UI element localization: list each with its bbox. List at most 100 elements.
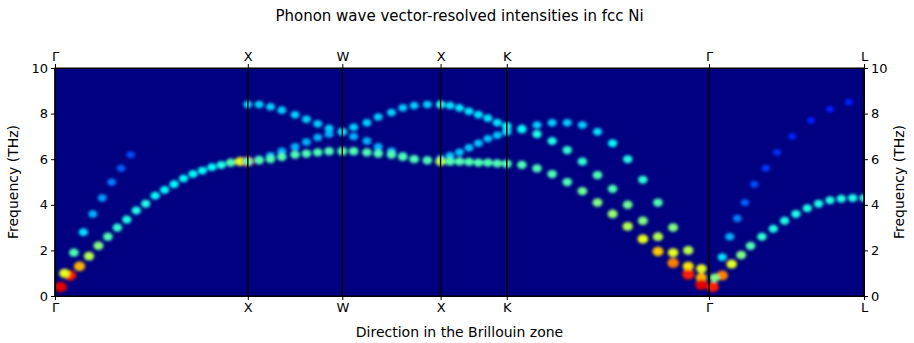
tick: X [244,296,253,315]
grid-line [342,68,344,296]
intensity-point [255,101,264,109]
intensity-point [198,167,207,175]
intensity-point [668,248,679,257]
intensity-point [757,233,767,241]
intensity-point [788,133,796,140]
y-axis-left: 0246810 [31,61,55,304]
intensity-point [423,101,432,109]
intensity-point [807,117,815,124]
tick-mark [709,64,710,68]
intensity-point [226,158,236,166]
intensity-point [623,201,633,209]
tick-mark [51,159,55,160]
intensity-point [324,147,334,155]
intensity-point [113,224,123,232]
intensity-point [93,242,103,251]
intensity-point [132,207,141,215]
tick: Γ [52,49,60,68]
tick-mark [864,296,868,297]
tick: 2 [40,243,55,258]
grid-line [708,68,710,296]
intensity-point [562,178,572,186]
tick-label: L [861,300,869,315]
intensity-point [277,106,286,114]
intensity-point [741,199,749,206]
intensity-point [746,242,756,250]
intensity-point [387,109,396,117]
intensity-point [683,246,693,255]
intensity-point [791,210,800,218]
intensity-point [349,123,358,131]
tick-mark [864,114,868,115]
intensity-point [302,115,311,123]
intensity-point [410,155,419,163]
intensity-point [710,274,720,283]
tick-label: Γ [706,49,714,64]
intensity-point [532,164,542,172]
intensity-point [277,153,287,161]
y-axis-title: Frequency (THz) [5,125,21,239]
intensity-point [464,158,474,166]
intensity-point [74,262,85,272]
intensity-point [302,138,311,146]
intensity-point [577,187,587,195]
x-grid [55,68,864,296]
intensity-point [736,251,746,260]
tick: Γ [706,49,714,68]
x-axis-title: Direction in the Brillouin zone [356,324,563,340]
tick: 10 [864,61,888,76]
intensity-point [141,200,150,208]
tick-mark [342,64,343,68]
intensity-point [483,135,492,143]
tick-label: K [503,49,512,64]
intensity-point [98,194,107,201]
axis-line [56,64,865,69]
intensity-point [750,181,758,188]
intensity-point [474,158,484,166]
tick-label: Γ [52,300,60,315]
intensity-point [623,222,633,231]
intensity-point [160,186,169,194]
intensity-blobs [55,99,864,292]
tick: 4 [864,197,879,212]
tick-mark [51,250,55,251]
intensity-point [725,233,734,241]
intensity-point [69,249,79,257]
intensity-point [578,157,588,165]
intensity-point [638,176,648,184]
tick-label: Γ [52,49,60,64]
intensity-point [387,151,397,159]
intensity-point [608,185,618,193]
intensity-point [652,247,663,256]
intensity-point [718,253,727,261]
intensity-point [398,104,407,112]
tick-label: 8 [871,106,879,121]
intensity-point [548,119,557,127]
tick-mark [51,296,55,297]
intensity-point [409,155,419,163]
intensity-point [668,223,678,232]
intensity-point [423,157,432,165]
intensity-point [362,137,371,145]
intensity-point [151,192,160,200]
tick: W [336,296,349,315]
intensity-point [313,120,322,128]
intensity-point [848,194,857,202]
tick: Γ [706,296,714,315]
intensity-point [814,200,823,208]
intensity-point [127,151,135,158]
plot-frame [55,68,864,296]
intensity-point [373,149,383,157]
intensity-point [398,153,408,161]
tick: 4 [40,197,55,212]
axis-line [51,69,56,297]
tick-label: 0 [40,289,48,304]
tick-label: X [244,300,253,315]
tick: 6 [40,152,55,167]
intensity-point [59,269,70,278]
intensity-point [122,216,131,224]
tick: 0 [40,289,55,304]
intensity-point [474,139,483,147]
tick-label: 10 [31,61,48,76]
intensity-point [217,161,226,169]
